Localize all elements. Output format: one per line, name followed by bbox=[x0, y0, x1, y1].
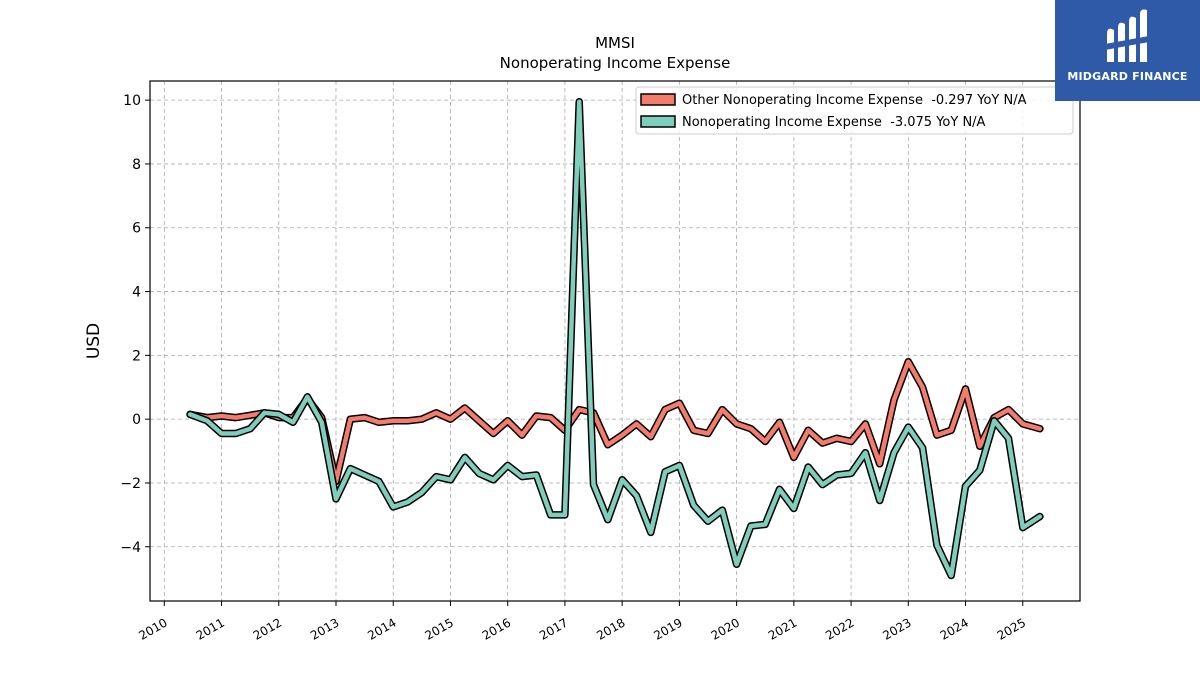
legend-label-nonoperating: Nonoperating Income Expense -3.075 YoY N… bbox=[682, 115, 986, 130]
midgard-finance-logo: MIDGARD FINANCE bbox=[1055, 0, 1200, 101]
x-tick-label: 2014 bbox=[365, 615, 398, 642]
y-tick-label: 4 bbox=[132, 285, 141, 301]
x-axis: 2010 2011 2012 2013 2014 2015 2016 2017 2018 2019… bbox=[136, 601, 1028, 643]
legend: Other Nonoperating Income Expense -0.297… bbox=[635, 86, 1074, 135]
logo-mark-icon bbox=[1105, 9, 1149, 63]
x-tick-label: 2025 bbox=[995, 615, 1028, 642]
legend-swatch-other-nonoperating bbox=[640, 93, 676, 106]
legend-label-other-nonoperating: Other Nonoperating Income Expense -0.297… bbox=[682, 93, 1027, 108]
x-tick-label: 2020 bbox=[709, 615, 742, 642]
x-tick-label: 2022 bbox=[823, 615, 856, 642]
legend-box bbox=[635, 86, 1074, 135]
chart-subtitle: Nonoperating Income Expense bbox=[500, 54, 731, 72]
y-tick-label: −4 bbox=[120, 540, 141, 556]
y-axis-label: USD bbox=[84, 323, 104, 359]
x-tick-label: 2013 bbox=[308, 615, 341, 642]
x-tick-label: 2019 bbox=[651, 615, 684, 642]
x-tick-label: 2011 bbox=[194, 615, 227, 642]
grid bbox=[150, 81, 1080, 601]
y-tick-label: 0 bbox=[132, 412, 141, 428]
y-tick-label: 6 bbox=[132, 221, 141, 237]
x-tick-label: 2017 bbox=[537, 615, 570, 642]
x-tick-label: 2021 bbox=[766, 615, 799, 642]
legend-swatch-nonoperating bbox=[640, 115, 676, 128]
plot-frame bbox=[149, 80, 1081, 602]
series-1 bbox=[186, 97, 1044, 580]
x-tick-label: 2023 bbox=[880, 615, 913, 642]
y-tick-label: 8 bbox=[132, 157, 141, 173]
logo-text: MIDGARD FINANCE bbox=[1067, 70, 1188, 83]
y-tick-label: 10 bbox=[123, 93, 141, 109]
series-layer bbox=[186, 97, 1044, 580]
series-line bbox=[187, 99, 1043, 578]
chart-title: MMSI bbox=[595, 34, 635, 52]
x-tick-label: 2018 bbox=[594, 615, 627, 642]
x-tick-label: 2010 bbox=[136, 615, 169, 642]
y-axis: −4 −2 0 2 4 6 8 10 bbox=[120, 93, 150, 556]
x-tick-label: 2024 bbox=[938, 615, 971, 642]
x-tick-label: 2015 bbox=[423, 615, 456, 642]
y-tick-label: 2 bbox=[132, 348, 141, 364]
y-tick-label: −2 bbox=[120, 476, 141, 492]
x-tick-label: 2016 bbox=[480, 615, 513, 642]
x-tick-label: 2012 bbox=[251, 615, 284, 642]
